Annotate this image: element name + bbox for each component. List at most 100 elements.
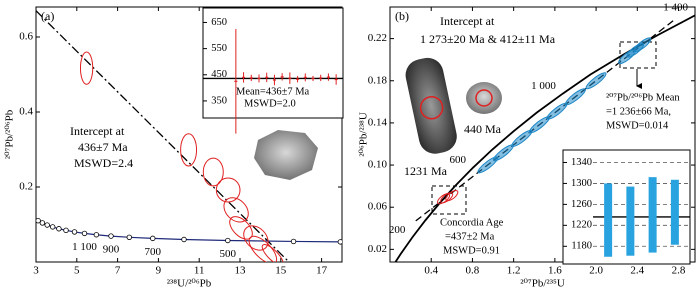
concordia-point bbox=[181, 236, 187, 243]
concordia-point bbox=[49, 224, 56, 230]
age-error-bar bbox=[604, 183, 613, 257]
y-tick-label: 1340 bbox=[571, 157, 592, 168]
x-tick-label: 9 bbox=[156, 265, 162, 277]
x-tick-label: 2.8 bbox=[672, 265, 686, 277]
annotation: MSWD=2.4 bbox=[74, 156, 133, 170]
y-tick-label: 350 bbox=[211, 95, 227, 106]
annotation: MSWD=0.014 bbox=[606, 120, 669, 131]
concordia-point bbox=[225, 237, 231, 244]
analysis-spot bbox=[475, 89, 493, 107]
error-ellipse bbox=[223, 197, 249, 223]
annotation: 1 273±20 Ma & 412±11 Ma bbox=[420, 32, 556, 46]
error-ellipse bbox=[565, 88, 586, 106]
y-tick-label: 450 bbox=[211, 69, 227, 80]
concordia-age-label: 900 bbox=[103, 244, 120, 256]
x-tick-label: 13 bbox=[235, 265, 247, 277]
concordia-point bbox=[81, 230, 88, 237]
error-ellipse bbox=[261, 244, 284, 262]
x-tick-label: 17 bbox=[316, 265, 328, 277]
error-ellipse bbox=[437, 193, 451, 205]
error-ellipse bbox=[215, 177, 241, 203]
concordia-point bbox=[150, 235, 156, 242]
x-axis-label: ²³⁸U/²⁰⁶Pb bbox=[167, 278, 212, 290]
y-tick-label: 1220 bbox=[571, 220, 592, 231]
annotation: =437±2 Ma bbox=[445, 231, 495, 242]
x-axis-label: ²⁰⁷Pb/²³⁵U bbox=[520, 278, 565, 290]
annotation: MSWD=2.0 bbox=[244, 98, 296, 109]
concordia-age-label: 1 400 bbox=[663, 1, 688, 13]
y-axis-label: ²⁰⁷Pb/²⁰⁶Pb bbox=[4, 109, 16, 159]
x-tick-label: 0.8 bbox=[466, 265, 480, 277]
annotation: MSWD=0.91 bbox=[443, 245, 500, 256]
annotation: 1231 Ma bbox=[404, 164, 448, 178]
highlight-box bbox=[619, 41, 657, 69]
concordia-point bbox=[337, 239, 342, 245]
concordia-point bbox=[56, 226, 62, 232]
concordia-line bbox=[37, 220, 341, 243]
y-tick-label: 0.22 bbox=[368, 32, 387, 44]
error-ellipse bbox=[440, 192, 454, 204]
y-tick-label: 0.14 bbox=[368, 116, 388, 128]
concordia-point bbox=[108, 233, 114, 239]
y-tick-label: 0.06 bbox=[368, 201, 388, 213]
concordia-point bbox=[93, 232, 100, 238]
plot-area bbox=[394, 14, 695, 262]
annotation: 436±7 Ma bbox=[78, 140, 128, 154]
plot-frame bbox=[389, 6, 696, 263]
y-tick-label: 0.10 bbox=[368, 159, 388, 171]
concordia-point bbox=[39, 220, 46, 226]
concordia-age-label: 700 bbox=[145, 246, 162, 258]
y-tick-label: 1260 bbox=[571, 199, 592, 210]
concordia-point bbox=[126, 234, 132, 240]
x-tick-label: 1.2 bbox=[507, 265, 521, 277]
highlight-box bbox=[431, 185, 467, 215]
annotation: Mean=436±7 Ma bbox=[236, 86, 310, 97]
x-tick-label: 2.0 bbox=[589, 265, 603, 277]
x-tick-label: 15 bbox=[275, 265, 287, 277]
discordia-line bbox=[36, 10, 290, 262]
concordia-age-label: 1 000 bbox=[531, 80, 556, 92]
concordia-age-label: 500 bbox=[220, 248, 237, 260]
zircon-image bbox=[466, 82, 502, 114]
y-tick-label: 0.6 bbox=[19, 31, 33, 43]
y-tick-label: 1300 bbox=[571, 178, 592, 189]
y-tick-label: 0.2 bbox=[19, 181, 33, 193]
concordia-point bbox=[63, 227, 69, 234]
error-ellipse bbox=[585, 72, 607, 90]
error-ellipse bbox=[229, 216, 253, 240]
y-tick-label: 0.18 bbox=[368, 74, 388, 86]
annotation: ²⁰⁷Pb/²⁰⁶Pb Mean bbox=[606, 92, 680, 103]
concordia-point bbox=[71, 229, 78, 235]
plot-area bbox=[36, 10, 342, 262]
concordia-age-label: 1 100 bbox=[72, 241, 97, 253]
concordia-point bbox=[44, 222, 50, 228]
y-tick-label: 650 bbox=[211, 17, 227, 28]
x-tick-label: 0.4 bbox=[424, 265, 438, 277]
age-error-bar bbox=[648, 177, 657, 253]
inset-frame bbox=[202, 7, 344, 119]
x-tick-label: 1.6 bbox=[548, 265, 562, 277]
x-tick-label: 3 bbox=[33, 265, 39, 277]
annotation: 440 Ma bbox=[464, 122, 502, 136]
y-tick-label: 0.4 bbox=[19, 106, 33, 118]
x-tick-label: 2.4 bbox=[630, 265, 644, 277]
concordia-age-label: 600 bbox=[450, 154, 467, 166]
panel-label: (a) bbox=[41, 9, 54, 23]
annotation: Concordia Age bbox=[440, 217, 504, 228]
age-error-bar bbox=[626, 186, 635, 256]
error-ellipse bbox=[248, 235, 278, 262]
annotation: Intercept at bbox=[70, 124, 125, 138]
concordia-line bbox=[394, 14, 695, 262]
x-tick-label: 7 bbox=[115, 265, 121, 277]
zircon-image bbox=[254, 130, 318, 180]
error-ellipse bbox=[445, 190, 459, 202]
zircon-image bbox=[405, 57, 457, 154]
x-tick-label: 5 bbox=[74, 265, 80, 277]
concordia-age-label: 200 bbox=[389, 224, 406, 236]
error-ellipse bbox=[633, 37, 652, 53]
error-ellipse bbox=[79, 51, 94, 85]
age-error-bar bbox=[670, 179, 679, 245]
y-tick-label: 0.02 bbox=[368, 243, 387, 255]
